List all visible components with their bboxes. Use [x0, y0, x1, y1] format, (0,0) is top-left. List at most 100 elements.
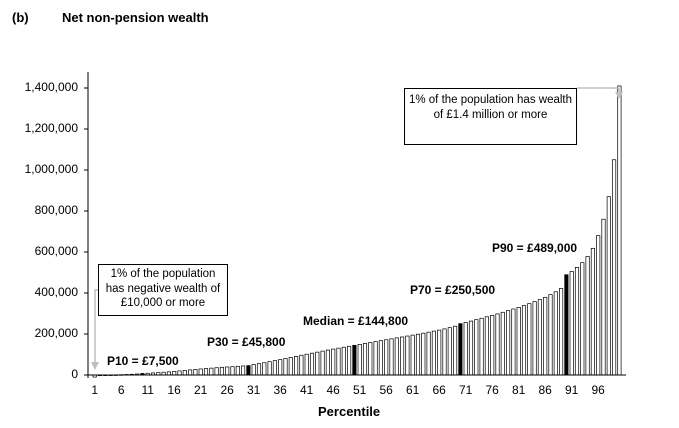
bar-p44	[320, 350, 325, 376]
bar-p47	[336, 347, 341, 376]
x-tick-label: 61	[406, 383, 420, 397]
bar-p51	[357, 344, 362, 376]
bar-p92	[574, 267, 580, 376]
bar-p57	[389, 338, 394, 376]
bar-p99	[612, 159, 617, 376]
chart-title: Net non-pension wealth	[62, 10, 209, 25]
bar-p39	[294, 356, 299, 376]
annotation-arrows	[91, 87, 623, 370]
bar-p64	[426, 331, 431, 376]
x-tick-label: 11	[141, 383, 154, 397]
x-tick-label: 76	[485, 383, 499, 397]
bar-p26	[225, 366, 230, 376]
bar-p29	[241, 365, 246, 376]
bar-p60	[405, 335, 410, 376]
bar-p98	[606, 196, 611, 376]
bottom-arrow-line	[94, 289, 98, 362]
bar-p87	[548, 294, 553, 376]
bar-p93	[580, 262, 585, 376]
axes-group	[84, 72, 626, 378]
bar-p37	[283, 358, 288, 376]
bar-p33	[262, 362, 267, 376]
bar-p74	[479, 317, 484, 376]
bar-p20	[193, 369, 198, 376]
x-tick-label: 81	[512, 383, 526, 397]
bar-p27	[230, 366, 235, 376]
bar-p31	[251, 364, 256, 376]
bar-p36	[278, 359, 283, 376]
bar-p32	[256, 363, 262, 376]
bar-p35	[272, 360, 277, 376]
y-tick-label: 600,000	[34, 244, 78, 258]
p90-label: P90 = £489,000	[492, 241, 578, 255]
bar-p68	[447, 327, 452, 376]
bar-p83	[527, 303, 532, 376]
bar-p97	[601, 218, 606, 376]
bar-p28	[235, 365, 240, 376]
bar-p16	[172, 371, 177, 376]
bar-p24	[214, 367, 219, 376]
bar-p54	[373, 341, 378, 376]
bar-p90	[564, 274, 569, 376]
x-tick-label: 66	[432, 383, 446, 397]
bar-p94	[585, 256, 590, 376]
bar-p52	[362, 343, 368, 376]
bar-p70	[458, 323, 463, 376]
bar-p79	[506, 310, 511, 376]
bar-p22	[203, 368, 209, 376]
p30-label: P30 = £45,800	[207, 335, 286, 349]
p70-label: P70 = £250,500	[410, 283, 496, 297]
bar-p58	[394, 337, 399, 376]
bar-p19	[188, 369, 193, 376]
x-tick-label: 51	[353, 383, 367, 397]
x-tick-label: 16	[167, 383, 181, 397]
bar-p89	[559, 288, 564, 376]
bar-p23	[209, 367, 214, 376]
bar-p81	[516, 307, 521, 376]
top-arrow-line	[577, 87, 620, 94]
bar-p25	[219, 366, 224, 376]
x-tick-label: 26	[220, 383, 234, 397]
bottom-annotation-box: 1% of the population has negative wealth…	[98, 264, 228, 316]
x-tick-label: 46	[326, 383, 340, 397]
panel-letter: (b)	[12, 10, 29, 25]
bar-p100	[617, 85, 622, 376]
bar-p91	[569, 271, 574, 376]
y-tick-label: 1,000,000	[24, 162, 78, 176]
x-tick-label: 21	[194, 383, 208, 397]
bar-p66	[437, 329, 442, 376]
bar-p67	[442, 328, 447, 376]
x-tick-label: 1	[91, 383, 99, 397]
bar-p71	[463, 322, 468, 376]
bar-p18	[182, 370, 187, 376]
bar-p77	[495, 313, 500, 376]
bar-p65	[431, 330, 436, 376]
bar-p72	[468, 320, 474, 376]
bottom-arrow-head	[91, 362, 99, 370]
bar-p49	[347, 345, 352, 376]
bar-p73	[474, 319, 479, 376]
p10-label: P10 = £7,500	[107, 354, 179, 368]
bar-p84	[532, 301, 537, 376]
bar-p95	[590, 247, 595, 376]
bar-p55	[378, 340, 383, 376]
bar-p48	[341, 346, 346, 376]
bar-p85	[537, 299, 542, 376]
x-tick-label: 96	[591, 383, 605, 397]
x-tick-label: 71	[459, 383, 473, 397]
x-tick-label: 56	[379, 383, 393, 397]
x-tick-label: 36	[273, 383, 287, 397]
bar-p82	[521, 305, 527, 376]
bar-p80	[511, 308, 516, 376]
bar-p17	[177, 370, 182, 376]
bar-p96	[596, 235, 601, 376]
bar-p61	[410, 334, 415, 376]
x-axis-title: Percentile	[318, 404, 381, 419]
bar-p41	[304, 353, 309, 376]
y-tick-label: 400,000	[34, 285, 78, 299]
bar-p56	[384, 339, 389, 376]
bar-p40	[299, 354, 304, 376]
bar-p42	[309, 352, 315, 376]
bar-p76	[490, 315, 495, 376]
top-annotation-box: 1% of the population has wealth of £1.4 …	[404, 88, 577, 145]
